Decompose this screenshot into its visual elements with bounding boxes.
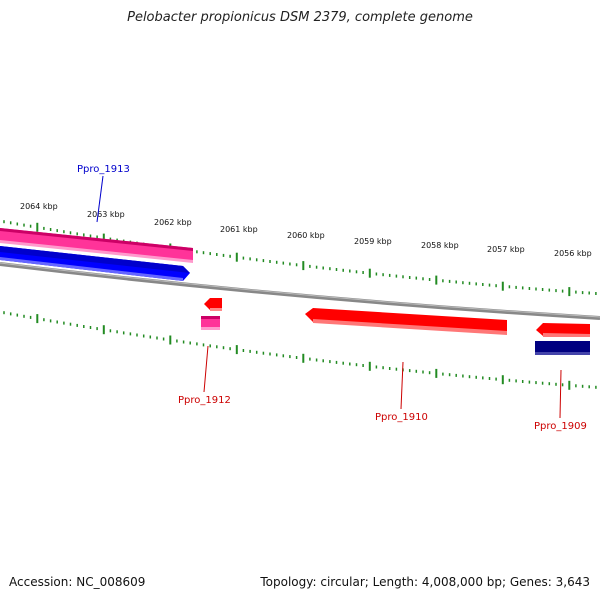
gene-ppro-1910-arrow[interactable] [305, 308, 507, 335]
kbp-label-2063: 2063 kbp [87, 210, 125, 219]
kbp-label-2061: 2061 kbp [220, 225, 258, 234]
topology-info: Topology: circular; Length: 4,008,000 bp… [260, 575, 590, 589]
kbp-label-2060: 2060 kbp [287, 231, 325, 240]
kbp-label-2064: 2064 kbp [20, 202, 58, 211]
genome-backbone-highlight [0, 262, 600, 318]
gene-ppro-1912-arrow[interactable] [204, 298, 222, 311]
gene-label-ppro-1913[interactable]: Ppro_1913 [77, 164, 130, 175]
leader-line-ppro-1913 [96, 175, 104, 223]
kbp-label-2057: 2057 kbp [487, 245, 525, 254]
gene-label-ppro-1909[interactable]: Ppro_1909 [534, 421, 587, 432]
map-title: Pelobacter propionicus DSM 2379, complet… [127, 10, 473, 25]
kbp-label-2056: 2056 kbp [554, 249, 592, 258]
gene-label-ppro-1910[interactable]: Ppro_1910 [375, 412, 428, 423]
kbp-label-2059: 2059 kbp [354, 237, 392, 246]
leader-line-ppro-1912 [203, 345, 209, 393]
genome-backbone [0, 262, 600, 320]
kbp-label-2062: 2062 kbp [154, 218, 192, 227]
leader-line-ppro-1910 [400, 361, 404, 410]
accession-info: Accession: NC_008609 [9, 575, 146, 589]
leader-line-ppro-1909 [559, 369, 562, 419]
pink-small-feature[interactable] [201, 316, 220, 330]
inner-scale-ticks [3, 311, 597, 390]
kbp-labels: 2064 kbp 2063 kbp 2062 kbp 2061 kbp 2060… [20, 202, 592, 258]
gene-label-ppro-1912[interactable]: Ppro_1912 [178, 395, 231, 406]
gene-ppro-1909-arrow[interactable] [536, 323, 590, 337]
kbp-label-2058: 2058 kbp [421, 241, 459, 250]
gene-ppro-1913-arrow[interactable] [0, 246, 190, 281]
dark-feature[interactable] [535, 341, 590, 355]
pink-feature-track[interactable] [0, 228, 193, 263]
